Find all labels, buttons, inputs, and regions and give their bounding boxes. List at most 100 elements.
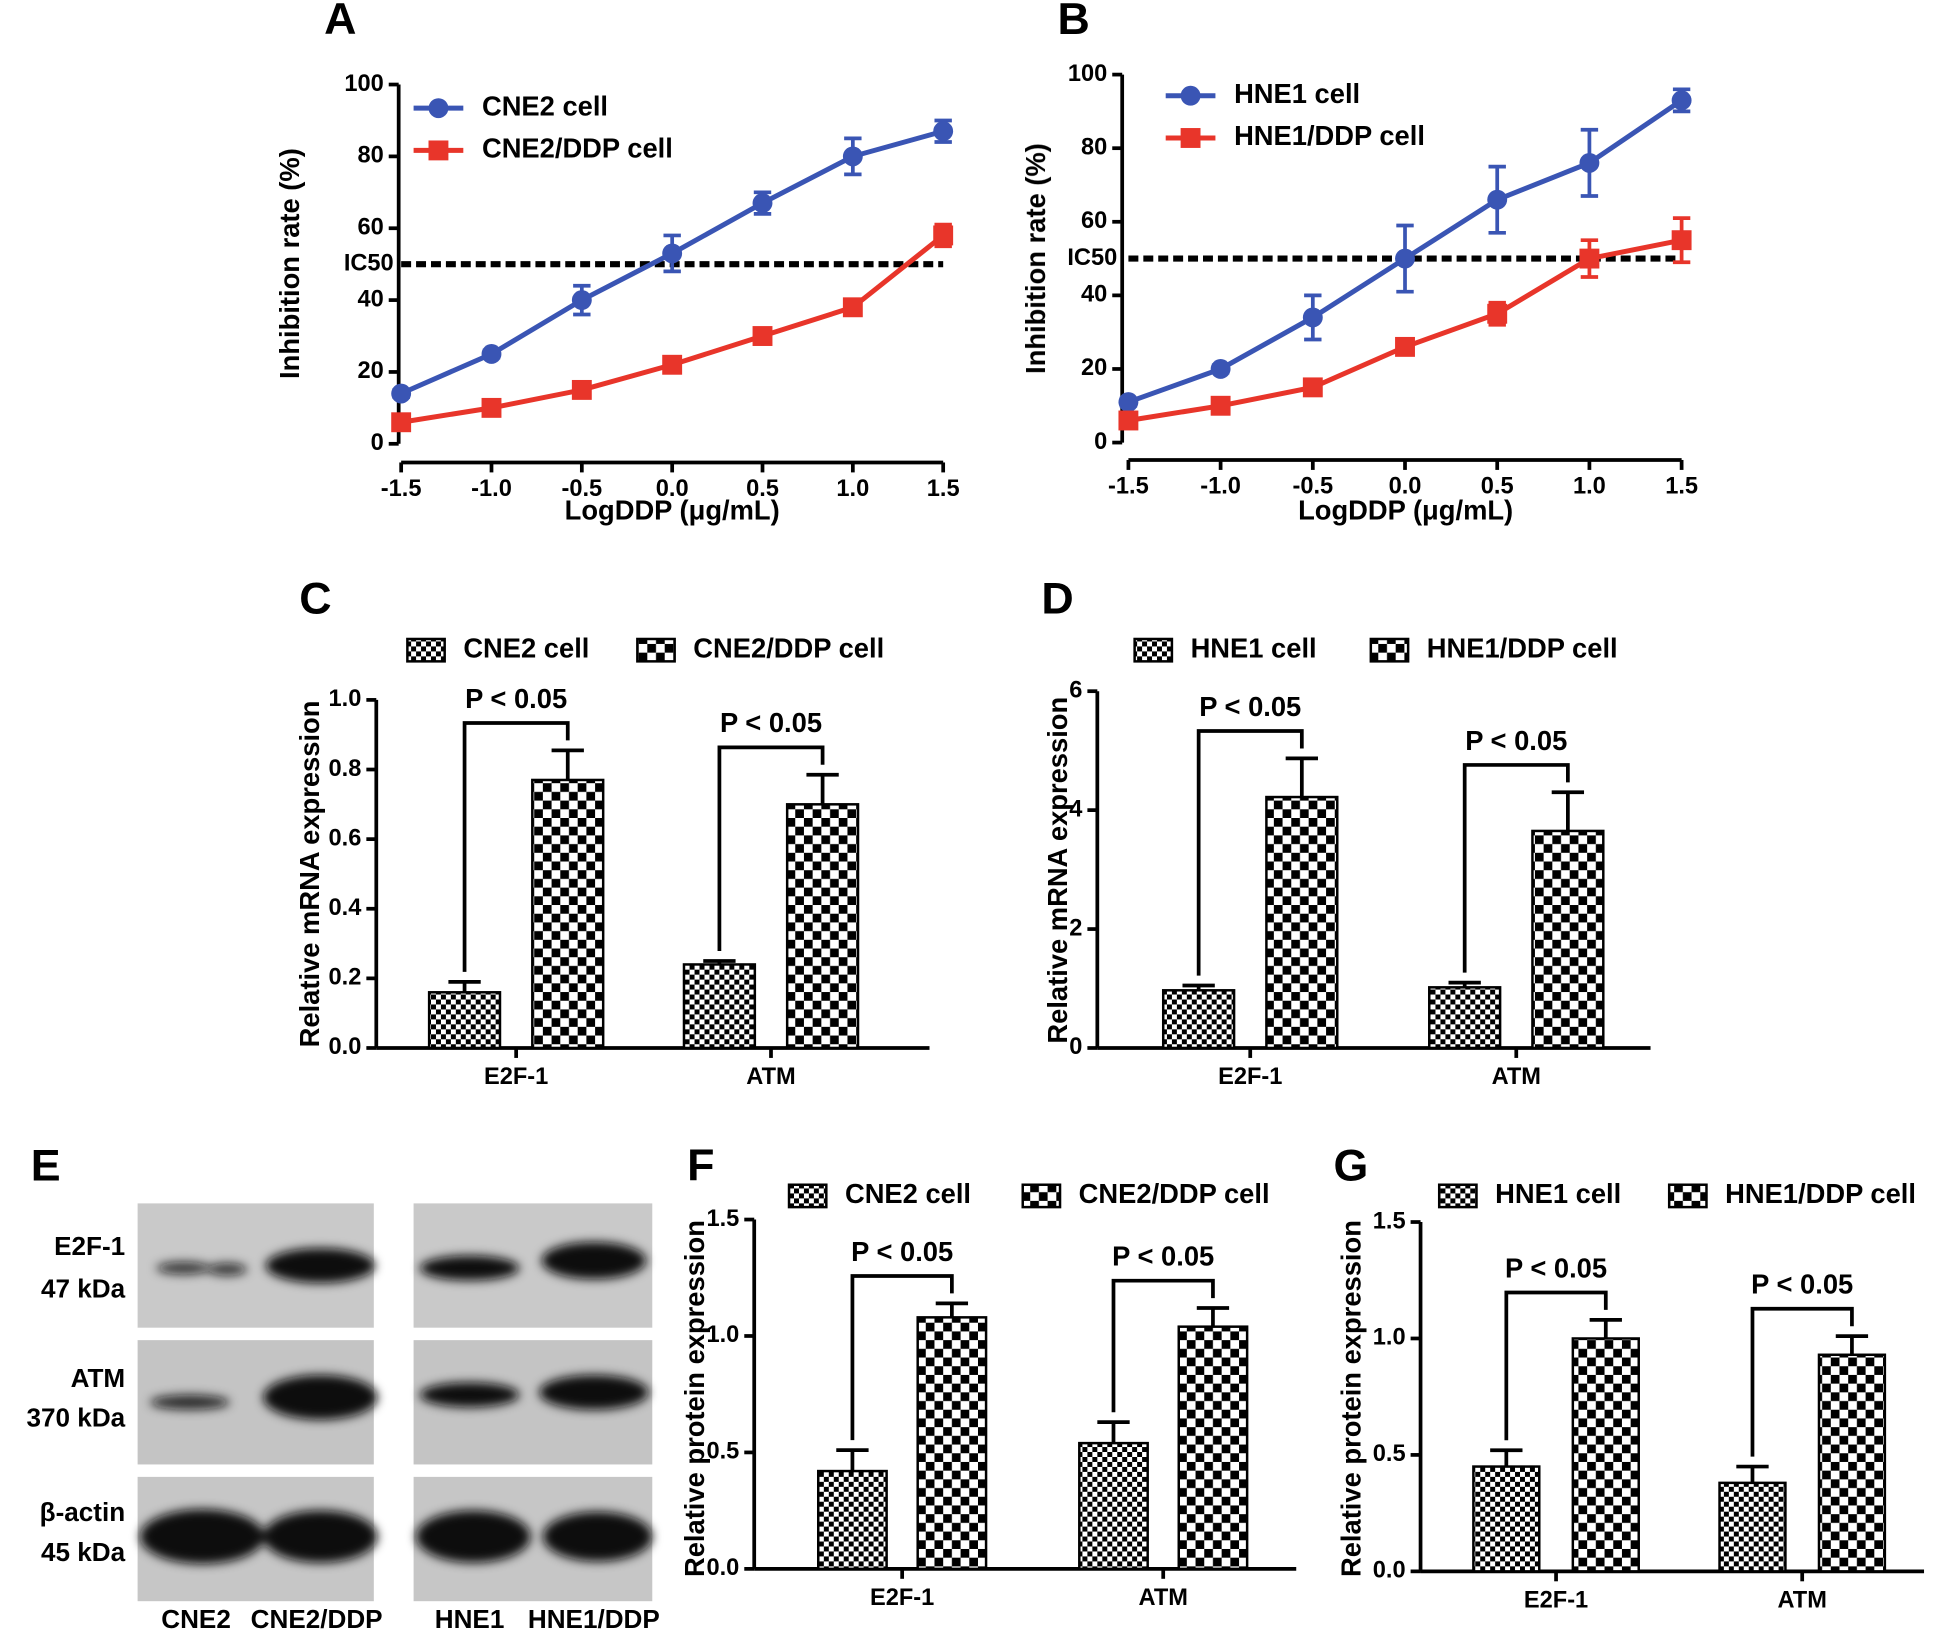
panel-letter: F — [687, 1140, 714, 1190]
y-tick-label: 0.5 — [706, 1439, 739, 1465]
error-bar — [1589, 1317, 1622, 1339]
bar — [1817, 1353, 1887, 1573]
marker — [933, 225, 954, 246]
x-tick-label: 0.5 — [746, 476, 779, 502]
significance-label: P < 0.05 — [851, 1236, 953, 1267]
legend-marker — [428, 140, 449, 161]
legend-label: CNE2 cell — [463, 632, 589, 663]
western-blot: E E2F-1 47 kDa ATM 370 kDa β-actin 45 kD… — [27, 1140, 660, 1634]
error-bar — [935, 1301, 969, 1318]
x-tick-label: ATM — [1492, 1064, 1541, 1090]
significance-label: P < 0.05 — [1112, 1241, 1214, 1272]
x-tick-label: ATM — [1139, 1585, 1188, 1611]
blot-protein: β-actin — [40, 1497, 126, 1527]
marker — [842, 146, 863, 167]
marker — [571, 379, 592, 400]
y-tick-label: 0 — [371, 430, 384, 456]
bar — [816, 1469, 888, 1571]
y-tick-label: 60 — [357, 214, 383, 240]
blot-size: 47 kDa — [41, 1273, 126, 1303]
bar — [916, 1316, 988, 1571]
significance-label: P < 0.05 — [720, 707, 822, 738]
significance-bracket — [717, 745, 825, 952]
error-bar — [1736, 1464, 1769, 1483]
x-tick-label: 1.0 — [836, 476, 869, 502]
bar — [427, 991, 502, 1050]
error-bar — [1196, 1306, 1230, 1327]
error-bar — [1835, 1334, 1869, 1355]
marker — [481, 397, 502, 418]
legend-label: HNE1 cell — [1234, 78, 1360, 109]
error-bar — [1551, 790, 1585, 831]
significance-bracket — [462, 721, 570, 972]
y-tick-label: 1.0 — [329, 686, 362, 712]
y-tick-label: 1.0 — [1373, 1325, 1406, 1351]
y-tick-label: 80 — [1081, 134, 1107, 160]
reference-label: IC50 — [1067, 245, 1117, 271]
y-tick-label: 0.8 — [329, 756, 362, 782]
x-tick-label: ATM — [746, 1064, 795, 1090]
reference-label: IC50 — [344, 250, 394, 276]
legend-swatch — [406, 637, 446, 663]
y-tick-label: 0.0 — [706, 1555, 739, 1581]
y-tick-label: 20 — [1081, 355, 1107, 381]
marker — [391, 383, 412, 404]
x-tick-label: 0.5 — [1481, 474, 1514, 500]
legend-label: HNE1 cell — [1495, 1178, 1621, 1209]
legend-marker — [1180, 128, 1201, 148]
x-tick-label: E2F-1 — [870, 1585, 934, 1611]
blot-lane: HNE1 — [435, 1604, 505, 1634]
y-axis-title: Inhibition rate (%) — [274, 148, 305, 379]
blot-lane: CNE2/DDP — [251, 1604, 383, 1634]
y-tick-label: 40 — [357, 286, 383, 312]
marker — [1395, 248, 1415, 269]
error-bar — [836, 1448, 869, 1472]
significance-label: P < 0.05 — [1505, 1252, 1607, 1283]
marker — [1302, 377, 1323, 398]
legend-swatch — [1437, 1183, 1478, 1209]
legend-label: CNE2/DDP cell — [1079, 1178, 1270, 1209]
panel-letter: E — [31, 1140, 61, 1190]
x-axis-title: LogDDP (μg/mL) — [1298, 494, 1513, 525]
y-axis-title: Relative mRNA expression — [294, 701, 325, 1048]
legend-label: HNE1 cell — [1191, 632, 1317, 663]
marker — [1210, 395, 1231, 416]
marker — [571, 290, 592, 311]
marker — [662, 354, 683, 375]
y-axis-title: Relative protein expression — [679, 1220, 710, 1577]
marker — [752, 193, 773, 214]
legend-label: CNE2 cell — [845, 1178, 971, 1209]
y-tick-label: 80 — [357, 143, 383, 169]
blot-bands — [140, 1241, 653, 1564]
bar — [1161, 989, 1236, 1050]
x-tick-label: -1.0 — [471, 476, 512, 502]
bar — [1265, 795, 1339, 1050]
error-bar — [1285, 756, 1318, 798]
panel-letter: D — [1041, 574, 1073, 624]
legend-label: HNE1/DDP cell — [1427, 632, 1618, 663]
marker — [1487, 189, 1508, 210]
bar — [1177, 1325, 1249, 1571]
panel-letter: A — [324, 0, 356, 44]
significance-bracket — [1504, 1290, 1608, 1441]
y-tick-label: 0.5 — [1373, 1441, 1406, 1467]
y-tick-label: 20 — [357, 358, 383, 384]
panel-letter: G — [1334, 1140, 1369, 1190]
marker — [1395, 336, 1415, 357]
marker — [1118, 410, 1139, 431]
marker — [1579, 152, 1600, 173]
y-axis-title: Relative mRNA expression — [1042, 697, 1073, 1044]
significance-label: P < 0.05 — [1199, 691, 1301, 722]
x-tick-label: E2F-1 — [1524, 1587, 1588, 1613]
legend-swatch — [787, 1183, 828, 1209]
marker — [481, 344, 502, 364]
x-tick-label: E2F-1 — [484, 1064, 548, 1090]
error-bar — [806, 772, 839, 805]
y-tick-label: 60 — [1081, 208, 1107, 234]
marker — [1671, 230, 1692, 251]
error-bar — [1490, 1448, 1523, 1467]
y-tick-label: 100 — [344, 71, 383, 97]
x-tick-label: -0.5 — [1292, 474, 1333, 500]
x-tick-label: -1.5 — [1108, 474, 1149, 500]
